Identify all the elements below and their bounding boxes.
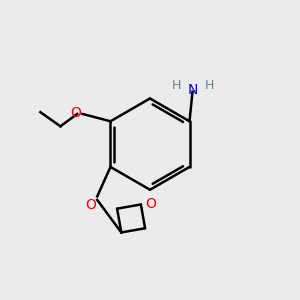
Text: N: N — [188, 83, 198, 98]
Text: H: H — [172, 79, 182, 92]
Text: O: O — [70, 106, 81, 120]
Text: O: O — [146, 197, 157, 211]
Text: H: H — [205, 79, 214, 92]
Text: O: O — [85, 198, 96, 212]
